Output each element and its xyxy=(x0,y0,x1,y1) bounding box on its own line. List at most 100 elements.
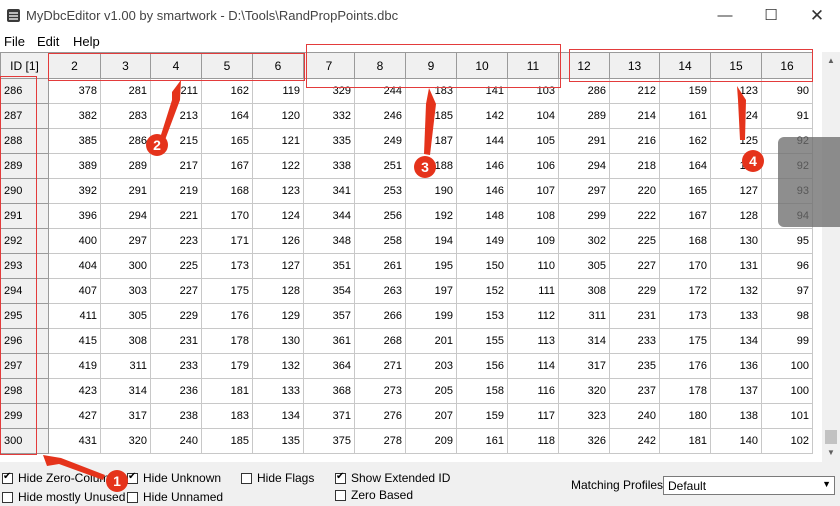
grid-cell[interactable]: 283 xyxy=(100,103,151,129)
grid-cell[interactable]: 314 xyxy=(558,328,610,354)
grid-cell[interactable]: 138 xyxy=(710,403,762,429)
grid-cell[interactable]: 132 xyxy=(252,353,304,379)
grid-cell[interactable]: 194 xyxy=(405,228,457,254)
grid-cell[interactable]: 173 xyxy=(201,253,253,279)
grid-cell[interactable]: 128 xyxy=(252,278,304,304)
grid-cell[interactable]: 176 xyxy=(659,353,711,379)
row-id-cell[interactable]: 292 xyxy=(0,228,49,254)
grid-cell[interactable]: 225 xyxy=(150,253,202,279)
grid-cell[interactable]: 219 xyxy=(150,178,202,204)
grid-cell[interactable]: 183 xyxy=(405,78,457,104)
grid-cell[interactable]: 172 xyxy=(659,278,711,304)
grid-cell[interactable]: 289 xyxy=(100,153,151,179)
grid-cell[interactable]: 173 xyxy=(659,303,711,329)
grid-cell[interactable]: 100 xyxy=(761,378,813,404)
grid-cell[interactable]: 382 xyxy=(48,103,101,129)
row-id-cell[interactable]: 294 xyxy=(0,278,49,304)
grid-cell[interactable]: 148 xyxy=(456,203,508,229)
grid-cell[interactable]: 240 xyxy=(609,403,660,429)
grid-cell[interactable]: 164 xyxy=(201,103,253,129)
grid-cell[interactable]: 90 xyxy=(761,78,813,104)
checkbox-box[interactable] xyxy=(241,472,252,484)
grid-cell[interactable]: 286 xyxy=(100,128,151,154)
grid-cell[interactable]: 218 xyxy=(609,153,660,179)
grid-cell[interactable]: 108 xyxy=(507,203,559,229)
grid-cell[interactable]: 158 xyxy=(456,378,508,404)
grid-cell[interactable]: 103 xyxy=(507,78,559,104)
grid-cell[interactable]: 144 xyxy=(456,128,508,154)
grid-cell[interactable]: 178 xyxy=(659,378,711,404)
grid-cell[interactable]: 323 xyxy=(558,403,610,429)
grid-cell[interactable]: 303 xyxy=(100,278,151,304)
checkbox-box[interactable] xyxy=(127,471,138,484)
grid-cell[interactable]: 291 xyxy=(558,128,610,154)
grid-cell[interactable]: 237 xyxy=(609,378,660,404)
column-header[interactable]: 12 xyxy=(558,52,610,79)
grid-cell[interactable]: 389 xyxy=(48,153,101,179)
grid-cell[interactable]: 133 xyxy=(710,303,762,329)
grid-cell[interactable]: 411 xyxy=(48,303,101,329)
checkbox-box[interactable] xyxy=(2,491,13,503)
hide-zero-columns-checkbox[interactable]: Hide Zero-Columns xyxy=(2,470,122,486)
grid-cell[interactable]: 146 xyxy=(456,178,508,204)
grid-cell[interactable]: 164 xyxy=(659,153,711,179)
grid-cell[interactable]: 168 xyxy=(659,228,711,254)
grid-cell[interactable]: 368 xyxy=(303,378,355,404)
row-id-cell[interactable]: 297 xyxy=(0,353,49,379)
show-extended-id-checkbox[interactable]: Show Extended ID xyxy=(335,470,450,486)
grid-cell[interactable]: 149 xyxy=(456,228,508,254)
grid-cell[interactable]: 258 xyxy=(354,228,406,254)
grid-cell[interactable]: 276 xyxy=(354,403,406,429)
maximize-button[interactable]: ☐ xyxy=(764,7,778,24)
vertical-scrollbar[interactable]: ▲ ▼ xyxy=(822,52,840,462)
grid-cell[interactable]: 404 xyxy=(48,253,101,279)
grid-cell[interactable]: 235 xyxy=(609,353,660,379)
grid-cell[interactable]: 111 xyxy=(507,278,559,304)
checkbox-box[interactable] xyxy=(127,491,138,503)
grid-cell[interactable]: 159 xyxy=(456,403,508,429)
grid-cell[interactable]: 97 xyxy=(761,278,813,304)
grid-cell[interactable]: 114 xyxy=(507,353,559,379)
grid-cell[interactable]: 140 xyxy=(710,428,762,454)
grid-cell[interactable]: 281 xyxy=(100,78,151,104)
column-header[interactable]: 11 xyxy=(507,52,559,79)
grid-cell[interactable]: 222 xyxy=(609,203,660,229)
grid-cell[interactable]: 357 xyxy=(303,303,355,329)
grid-cell[interactable]: 175 xyxy=(201,278,253,304)
grid-cell[interactable]: 137 xyxy=(710,378,762,404)
grid-cell[interactable]: 117 xyxy=(507,403,559,429)
column-header[interactable]: 16 xyxy=(761,52,813,79)
grid-cell[interactable]: 227 xyxy=(150,278,202,304)
grid-cell[interactable]: 289 xyxy=(558,103,610,129)
grid-cell[interactable]: 268 xyxy=(354,328,406,354)
grid-cell[interactable]: 178 xyxy=(201,328,253,354)
grid-cell[interactable]: 161 xyxy=(659,103,711,129)
grid-cell[interactable]: 100 xyxy=(761,353,813,379)
grid-cell[interactable]: 130 xyxy=(710,228,762,254)
grid-cell[interactable]: 142 xyxy=(456,103,508,129)
grid-cell[interactable]: 311 xyxy=(558,303,610,329)
grid-cell[interactable]: 217 xyxy=(150,153,202,179)
grid-cell[interactable]: 361 xyxy=(303,328,355,354)
row-id-cell[interactable]: 291 xyxy=(0,203,49,229)
grid-cell[interactable]: 419 xyxy=(48,353,101,379)
grid-cell[interactable]: 400 xyxy=(48,228,101,254)
grid-cell[interactable]: 120 xyxy=(252,103,304,129)
grid-cell[interactable]: 385 xyxy=(48,128,101,154)
column-header[interactable]: 4 xyxy=(150,52,202,79)
grid-cell[interactable]: 170 xyxy=(201,203,253,229)
row-id-cell[interactable]: 296 xyxy=(0,328,49,354)
grid-cell[interactable]: 271 xyxy=(354,353,406,379)
grid-cell[interactable]: 101 xyxy=(761,403,813,429)
row-id-cell[interactable]: 299 xyxy=(0,403,49,429)
grid-cell[interactable]: 308 xyxy=(558,278,610,304)
scroll-up-arrow-icon[interactable]: ▲ xyxy=(827,56,835,65)
grid-cell[interactable]: 305 xyxy=(558,253,610,279)
grid-cell[interactable]: 180 xyxy=(659,403,711,429)
grid-cell[interactable]: 156 xyxy=(456,353,508,379)
grid-cell[interactable]: 344 xyxy=(303,203,355,229)
grid-cell[interactable]: 121 xyxy=(252,128,304,154)
grid-cell[interactable]: 127 xyxy=(252,253,304,279)
grid-cell[interactable]: 231 xyxy=(150,328,202,354)
grid-cell[interactable]: 161 xyxy=(456,428,508,454)
